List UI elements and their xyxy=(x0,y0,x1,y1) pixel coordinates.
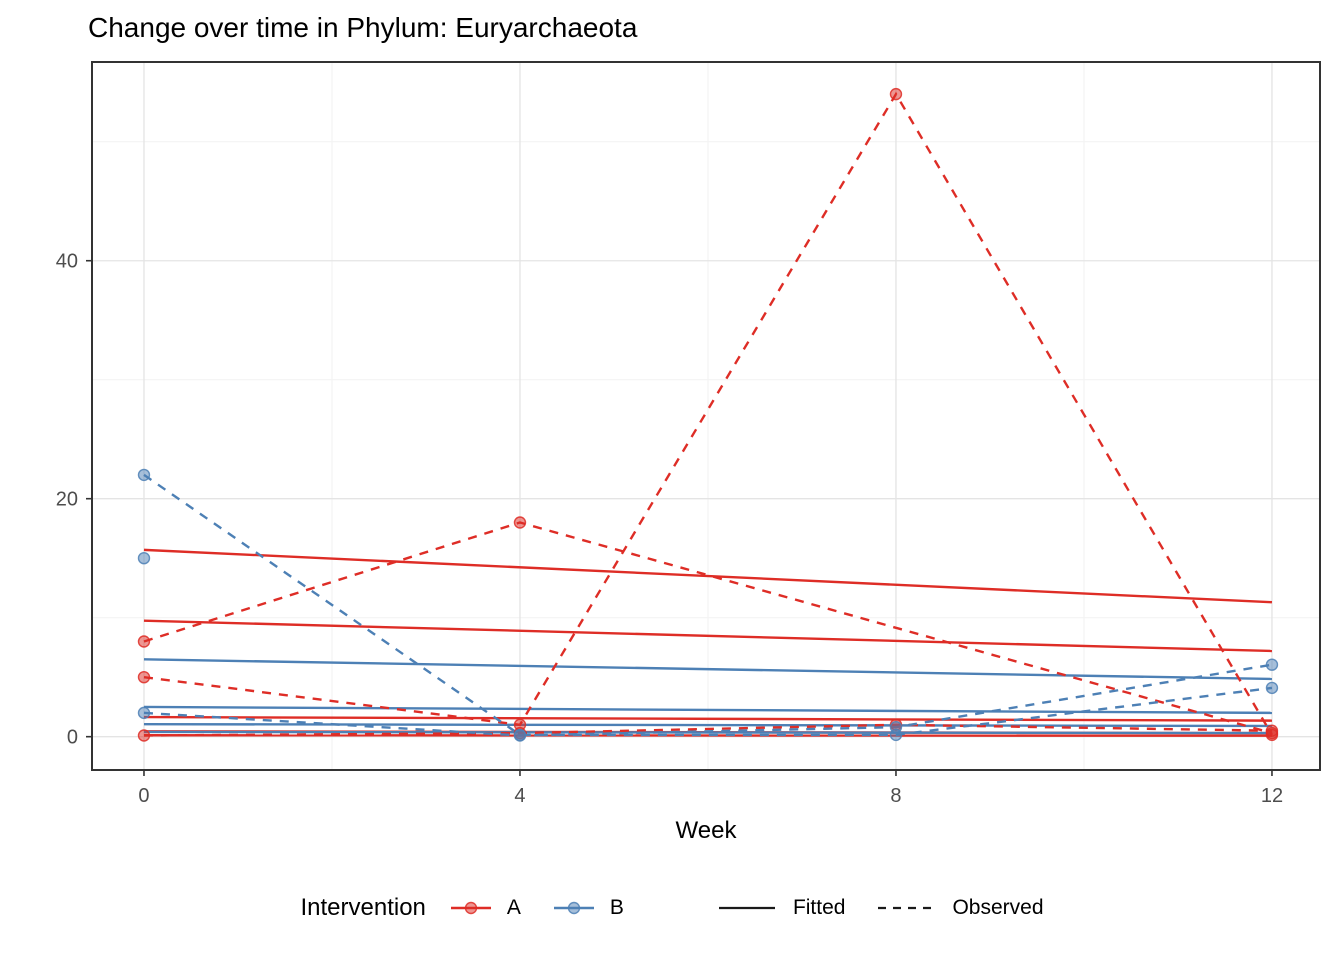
observed-line-b xyxy=(143,663,1273,737)
panel-border xyxy=(91,61,1321,771)
data-point-a xyxy=(889,87,903,101)
legend: Intervention A B Fitted Observed xyxy=(0,884,1344,932)
x-tick-label: 8 xyxy=(890,785,901,807)
panel-background xyxy=(92,62,1320,770)
data-point-a xyxy=(137,670,151,684)
data-point-b xyxy=(889,720,903,734)
observed-line-b xyxy=(143,473,1273,737)
plot-panel: 0 4 8 12 0 20 40 Week xyxy=(56,61,1321,844)
legend-label-a: A xyxy=(506,896,521,919)
data-point-a xyxy=(1265,724,1279,737)
x-axis-title: Week xyxy=(676,817,738,844)
x-tick-label: 4 xyxy=(514,785,525,807)
y-tick-label: 40 xyxy=(56,251,78,273)
data-point-b xyxy=(137,551,151,565)
x-tick-label: 12 xyxy=(1261,785,1283,807)
legend-key-fitted-icon xyxy=(718,906,775,910)
data-point-b xyxy=(137,468,151,482)
legend-label-fitted: Fitted xyxy=(792,896,846,919)
legend-label-b: B xyxy=(609,896,624,919)
x-tick-label: 0 xyxy=(138,785,149,807)
observed-line-a xyxy=(143,91,1274,736)
y-tick-label: 20 xyxy=(56,489,78,511)
data-point-b xyxy=(1265,658,1279,671)
legend-title: Intervention xyxy=(300,894,426,921)
legend-key-observed-icon xyxy=(878,906,935,910)
data-point-b xyxy=(137,706,151,720)
data-point-a xyxy=(513,516,527,529)
plot-title: Change over time in Phylum: Euryarchaeot… xyxy=(88,12,638,43)
observed-line-a xyxy=(143,723,1272,737)
legend-key-a-icon xyxy=(450,901,491,915)
data-point-b xyxy=(513,729,527,742)
fitted-line-a xyxy=(143,715,1272,722)
legend-label-observed: Observed xyxy=(952,896,1044,919)
fitted-line-b xyxy=(143,658,1272,681)
line-chart: Change over time in Phylum: Euryarchaeot… xyxy=(56,12,1321,921)
legend-key-b-icon xyxy=(553,901,594,915)
y-tick-label: 0 xyxy=(67,727,78,749)
fitted-line-a xyxy=(143,619,1272,653)
fitted-line-a xyxy=(143,548,1273,604)
data-point-a xyxy=(137,729,151,742)
data-point-b xyxy=(1265,681,1279,695)
data-point-a xyxy=(137,635,151,648)
